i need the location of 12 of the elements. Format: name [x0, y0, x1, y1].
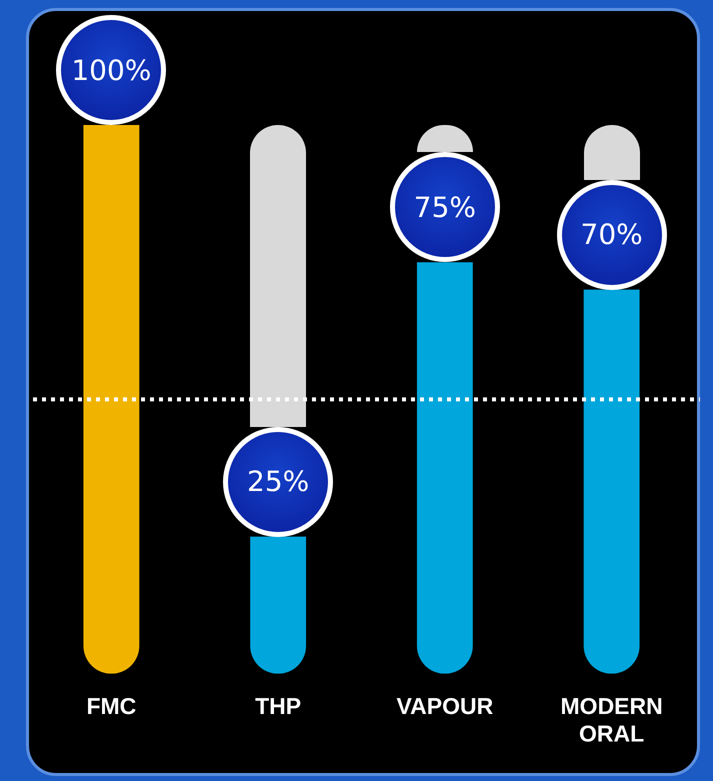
bar	[83, 125, 140, 674]
bar	[416, 262, 473, 674]
data-label: 25%	[247, 465, 310, 498]
data-label: 70%	[580, 218, 643, 252]
x-tick-label: VAPOUR	[396, 692, 494, 719]
data-label: 100%	[71, 54, 152, 86]
bar	[250, 536, 306, 674]
bar	[584, 290, 640, 674]
x-tick-label: FMC	[86, 692, 136, 719]
x-tick-label: THP	[255, 692, 302, 719]
data-label: 75%	[414, 190, 476, 224]
x-tick-label: MODERN ORAL	[560, 692, 663, 747]
